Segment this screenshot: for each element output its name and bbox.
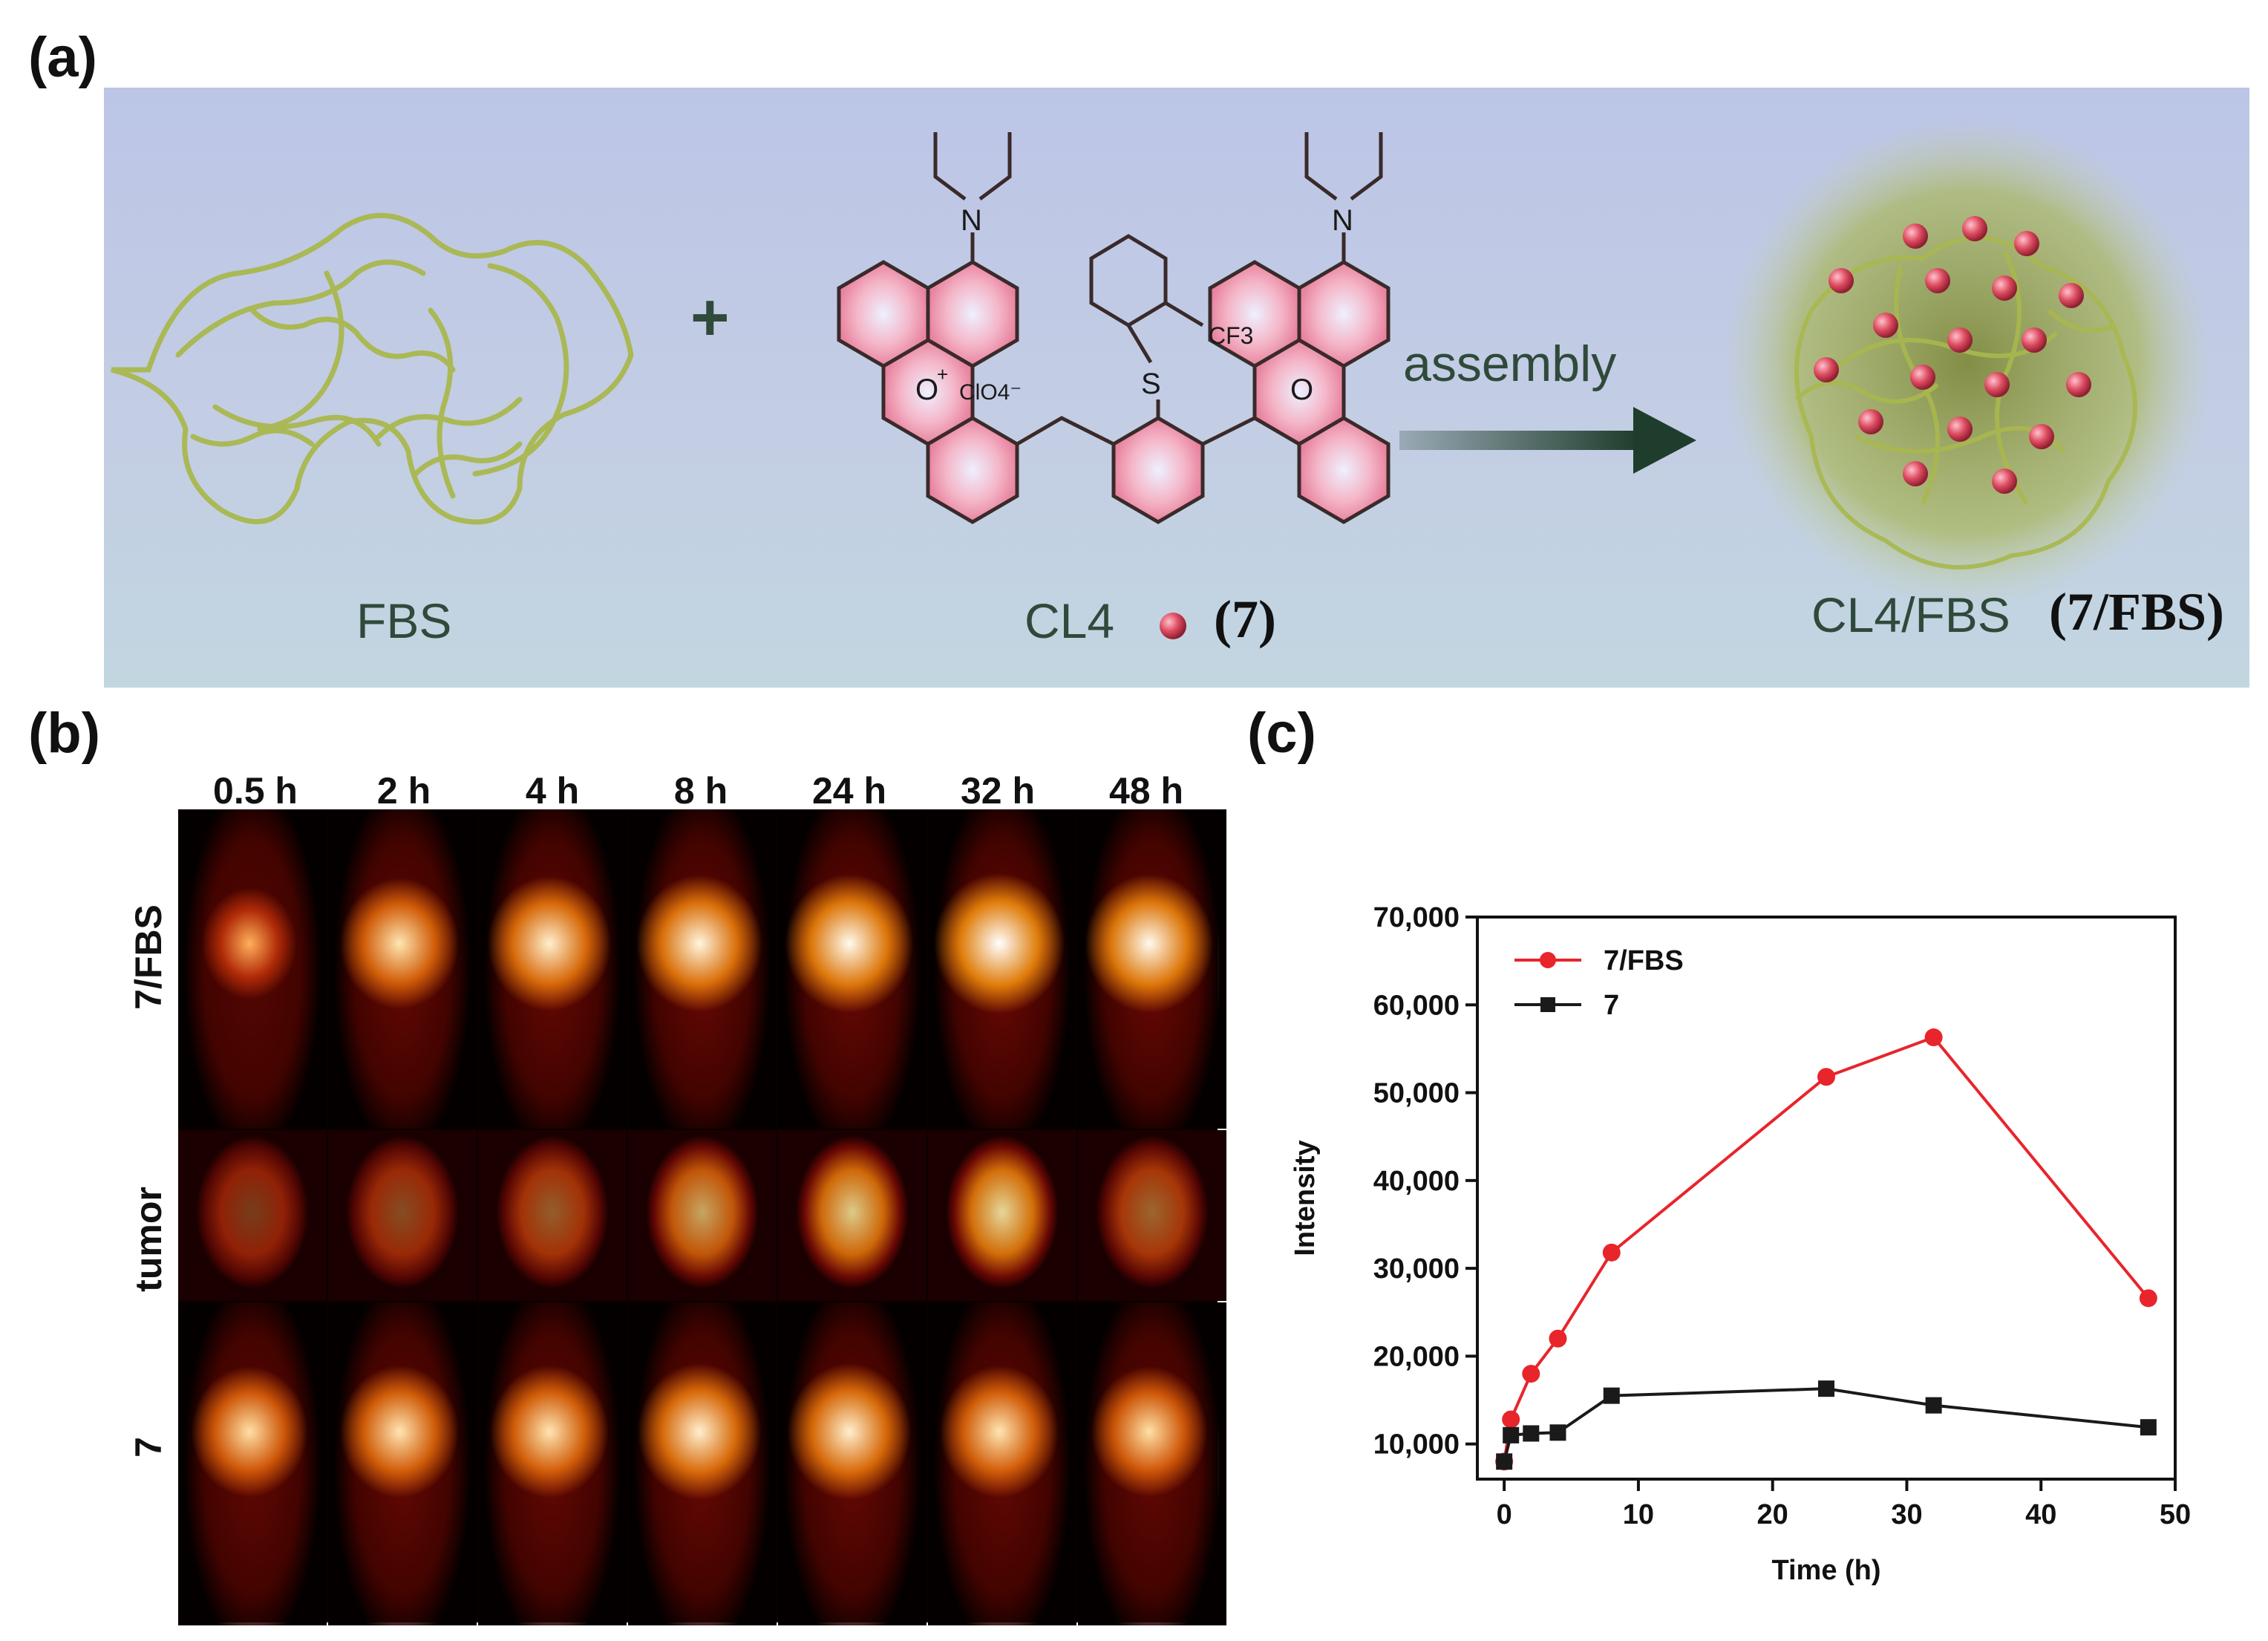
assembly-label: assembly (1403, 336, 1616, 392)
data-point-1-3 (1549, 1424, 1566, 1441)
x-tick-label: 40 (2025, 1499, 2056, 1530)
fluorescence-image-r0-c0 (178, 809, 327, 1129)
time-label-2: 4 h (525, 770, 580, 812)
fluorescence-image-r1-c1 (328, 1130, 477, 1301)
fluorescence-image-grid (178, 809, 1226, 1625)
cl4-fbs-nanoparticle (1722, 117, 2212, 607)
fluorescence-image-r0-c5 (928, 809, 1076, 1129)
y-tick-label: 60,000 (1373, 990, 1460, 1021)
data-point-1-0 (1496, 1453, 1513, 1470)
product-caption: CL4/FBS (1811, 587, 2010, 642)
time-label-6: 48 h (1108, 770, 1184, 812)
x-axis-label: Time (h) (1771, 1555, 1880, 1586)
cl4-caption: CL4 (1024, 593, 1115, 648)
atom-o-plus: + (937, 363, 948, 385)
plot-frame (1476, 916, 2177, 1481)
time-label-4: 24 h (811, 770, 887, 812)
cl4-number-caption: (7) (1214, 590, 1276, 649)
assembly-arrow (1399, 407, 1696, 474)
atom-n-right: N (1332, 204, 1353, 237)
y-tick-label: 30,000 (1373, 1253, 1460, 1285)
fbs-caption: FBS (356, 593, 452, 648)
x-tick-label: 20 (1757, 1499, 1788, 1530)
atom-o-left: O (915, 373, 938, 406)
y-axis-label: Intensity (1290, 1140, 1321, 1256)
cf3-label: CF3 (1209, 322, 1253, 349)
series-line-0 (1503, 1035, 2150, 1462)
fluorescence-image-r0-c4 (778, 809, 927, 1129)
legend-marker-0 (1540, 952, 1556, 968)
fluorescence-image-r0-c3 (628, 809, 777, 1129)
y-tick-label: 50,000 (1373, 1078, 1460, 1109)
fluorescence-image-r2-c6 (1078, 1302, 1226, 1625)
plus-sign: + (690, 281, 730, 355)
time-label-5: 32 h (960, 770, 1036, 812)
atom-s: S (1141, 368, 1161, 400)
legend-marker-1 (1540, 997, 1555, 1012)
x-tick-label: 50 (2160, 1499, 2191, 1530)
fbs-protein-structure (111, 212, 634, 525)
data-point-1-2 (1523, 1425, 1540, 1442)
data-point-1-7 (2140, 1419, 2157, 1436)
y-tick-label: 10,000 (1373, 1429, 1460, 1461)
data-point-1-6 (1925, 1397, 1942, 1414)
fluorescence-image-r1-c5 (928, 1130, 1076, 1301)
time-label-1: 2 h (376, 770, 431, 812)
fluorescence-image-r2-c1 (328, 1302, 477, 1625)
legend: 7/FBS 7 (1514, 945, 1684, 1021)
y-tick-label: 40,000 (1373, 1166, 1460, 1197)
data-point-0-2 (1522, 1365, 1540, 1383)
intensity-chart: 0 10 20 30 40 50 10,000 20,000 30,000 40,000 50,00… (1290, 902, 2191, 1586)
atom-o-right: O (1290, 373, 1313, 406)
data-point-0-6 (1924, 1028, 1943, 1047)
data-point-0-3 (1549, 1329, 1567, 1348)
counterion-label: ClO4⁻ (959, 380, 1022, 405)
y-tick-label: 70,000 (1373, 902, 1460, 933)
data-point-1-4 (1603, 1387, 1620, 1404)
x-tick-label: 10 (1623, 1499, 1654, 1530)
y-tick-label: 20,000 (1373, 1341, 1460, 1372)
assembly-scheme-panel: + (104, 88, 2249, 688)
fluorescence-image-r1-c4 (778, 1130, 927, 1301)
cl4-atom-labels: N N O + ClO4⁻ O S CF3 (915, 204, 1353, 406)
panel-label-c: (c) (1247, 702, 1316, 765)
dye-ball-legend-icon (1160, 613, 1186, 639)
row-label-tumor: tumor (128, 1187, 169, 1292)
fluorescence-image-r2-c3 (628, 1302, 777, 1625)
x-tick-label: 30 (1891, 1499, 1922, 1530)
fluorescence-image-r2-c0 (178, 1302, 327, 1625)
fluorescence-image-r0-c2 (478, 809, 627, 1129)
x-tick-label: 0 (1497, 1499, 1512, 1530)
fluorescence-image-r0-c6 (1078, 809, 1226, 1129)
fluorescence-image-r1-c6 (1078, 1130, 1226, 1301)
panel-label-a: (a) (28, 26, 97, 89)
fluorescence-image-r2-c4 (778, 1302, 927, 1625)
data-point-1-1 (1503, 1426, 1520, 1443)
fluorescence-image-r1-c3 (628, 1130, 777, 1301)
fluorescence-image-r2-c5 (928, 1302, 1076, 1625)
legend-label-1: 7 (1604, 990, 1619, 1021)
atom-n-left: N (961, 204, 982, 237)
data-point-0-5 (1817, 1068, 1835, 1086)
time-label-0: 0.5 h (213, 770, 298, 812)
product-number-caption: (7/FBS) (2049, 582, 2225, 642)
series-line-1 (1503, 1387, 2149, 1462)
data-point-0-4 (1602, 1243, 1621, 1262)
data-point-0-7 (2139, 1289, 2157, 1308)
legend-label-0: 7/FBS (1604, 945, 1684, 976)
row-label-7: 7 (128, 1437, 169, 1458)
data-point-1-5 (1818, 1380, 1834, 1397)
time-label-3: 8 h (673, 770, 728, 812)
cl4-chemical-structure (837, 132, 1390, 524)
fluorescence-image-r1-c2 (478, 1130, 627, 1301)
panel-label-b: (b) (28, 702, 101, 765)
row-label-7-fbs: 7/FBS (128, 904, 169, 1010)
data-point-0-1 (1502, 1410, 1520, 1429)
fluorescence-image-r2-c2 (478, 1302, 627, 1625)
fluorescence-image-r0-c1 (328, 809, 477, 1129)
fluorescence-image-r1-c0 (178, 1130, 327, 1301)
